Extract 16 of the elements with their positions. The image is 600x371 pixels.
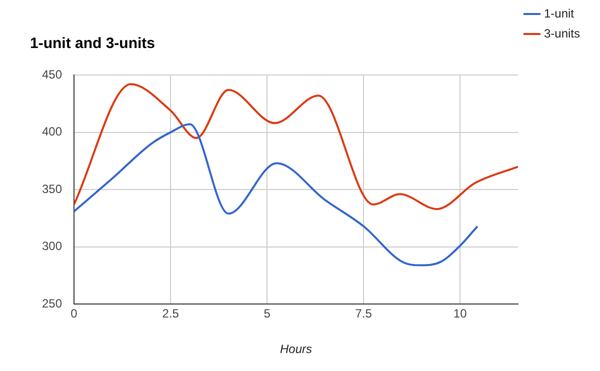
legend-label: 3-units bbox=[544, 26, 580, 40]
x-tick-label: 7.5 bbox=[355, 306, 372, 321]
x-tick-label: 10 bbox=[453, 306, 468, 321]
y-tick-label: 250 bbox=[42, 296, 62, 311]
line-series bbox=[74, 83, 518, 210]
x-tick-label: 2.5 bbox=[162, 306, 180, 321]
y-tick-label: 450 bbox=[42, 67, 62, 82]
y-tick-label: 350 bbox=[42, 182, 62, 196]
y-tick-label: 400 bbox=[42, 124, 62, 139]
x-axis-title: Hours bbox=[280, 342, 312, 356]
line-series bbox=[74, 123, 478, 266]
x-tick-label: 5 bbox=[264, 306, 271, 321]
x-tick-label: 0 bbox=[70, 306, 78, 321]
y-tick-label: 300 bbox=[42, 239, 62, 254]
legend-label: 1-unit bbox=[544, 6, 575, 20]
chart-title: 1-unit and 3-units bbox=[30, 35, 155, 52]
